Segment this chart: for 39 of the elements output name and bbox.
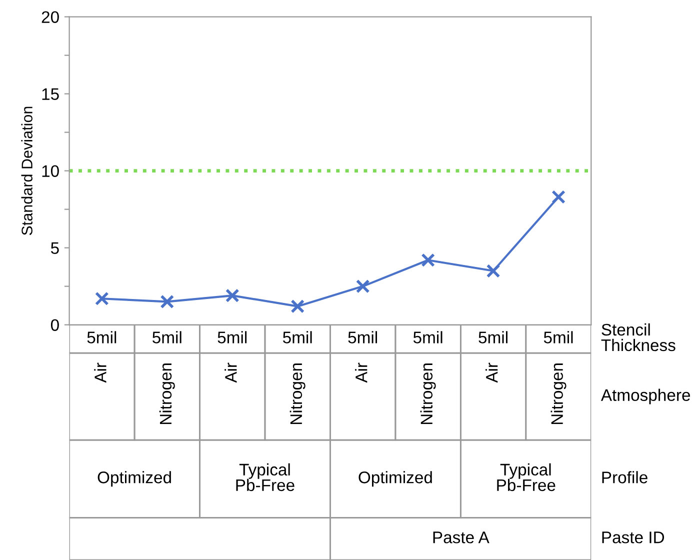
text: Atmosphere bbox=[600, 388, 690, 404]
point bbox=[486, 264, 500, 278]
text: Stencil Thickness bbox=[601, 323, 676, 352]
x-tick-label: 5mil bbox=[348, 331, 377, 344]
point bbox=[290, 299, 305, 314]
point bbox=[552, 190, 566, 204]
x-tick-label: 5mil bbox=[478, 331, 508, 344]
y-tick-label: 10 bbox=[42, 165, 59, 178]
y-tick-label: 20 bbox=[42, 11, 59, 24]
x-tick-label: 5mil bbox=[152, 331, 182, 344]
text: Air bbox=[94, 362, 106, 383]
text: Profile bbox=[602, 471, 648, 484]
x-tick-label: 5mil bbox=[413, 331, 442, 344]
point bbox=[225, 288, 240, 302]
y-tick-label: 5 bbox=[50, 242, 59, 254]
text: Typical Pb-Free bbox=[236, 463, 294, 492]
point bbox=[160, 294, 174, 309]
point bbox=[94, 292, 109, 306]
text: Nitrogen bbox=[550, 364, 566, 424]
text: Paste A bbox=[433, 532, 490, 544]
text: Optimized bbox=[98, 471, 171, 487]
text: Paste ID bbox=[602, 532, 664, 544]
text: Nitrogen bbox=[159, 364, 175, 424]
x-tick-label: 5mil bbox=[87, 331, 116, 344]
text: Nitrogen bbox=[290, 364, 306, 424]
x-tick-label: 5mil bbox=[218, 331, 247, 344]
y-tick-label: 0 bbox=[50, 319, 59, 332]
text: Air bbox=[224, 362, 237, 383]
point bbox=[356, 279, 370, 294]
y-axis-title: Standard Deviation bbox=[21, 106, 32, 236]
x-tick-label: 5mil bbox=[544, 331, 573, 344]
y-tick-label: 15 bbox=[42, 88, 59, 100]
text: Air bbox=[355, 362, 368, 383]
text: Nitrogen bbox=[420, 364, 436, 424]
text: Air bbox=[486, 362, 498, 383]
x-tick-label: 5mil bbox=[282, 331, 312, 344]
text: Typical Pb-Free bbox=[497, 463, 556, 492]
text: Optimized bbox=[358, 471, 432, 487]
point bbox=[421, 253, 435, 268]
